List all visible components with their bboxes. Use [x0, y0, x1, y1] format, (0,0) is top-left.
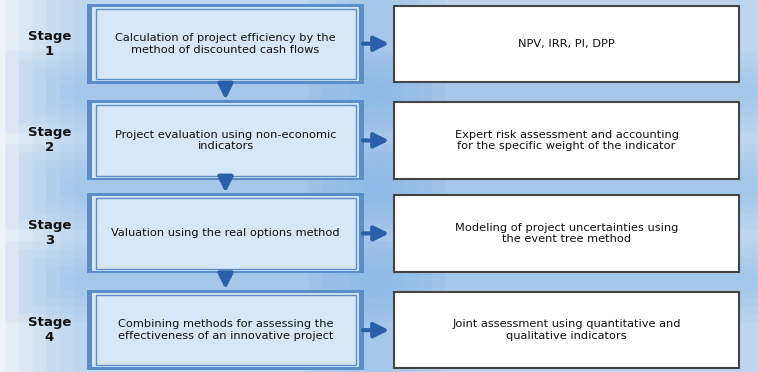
- FancyBboxPatch shape: [74, 92, 377, 189]
- FancyBboxPatch shape: [33, 161, 418, 306]
- FancyBboxPatch shape: [46, 76, 405, 205]
- FancyBboxPatch shape: [363, 0, 758, 100]
- FancyBboxPatch shape: [60, 84, 391, 197]
- FancyBboxPatch shape: [60, 0, 391, 100]
- Text: Combining methods for assessing the
effectiveness of an innovative project: Combining methods for assessing the effe…: [117, 319, 334, 341]
- FancyBboxPatch shape: [74, 185, 377, 282]
- Bar: [91, 102, 360, 179]
- FancyBboxPatch shape: [19, 0, 432, 125]
- Bar: [87, 4, 364, 84]
- FancyBboxPatch shape: [33, 257, 418, 372]
- FancyBboxPatch shape: [46, 169, 405, 298]
- Bar: [96, 198, 356, 269]
- FancyBboxPatch shape: [377, 92, 756, 189]
- Bar: [96, 295, 356, 365]
- FancyBboxPatch shape: [363, 274, 758, 372]
- FancyBboxPatch shape: [322, 0, 758, 125]
- FancyBboxPatch shape: [46, 266, 405, 372]
- Bar: [394, 195, 739, 272]
- FancyBboxPatch shape: [5, 0, 446, 133]
- FancyBboxPatch shape: [336, 257, 758, 372]
- FancyBboxPatch shape: [33, 0, 418, 116]
- FancyBboxPatch shape: [309, 51, 758, 230]
- Text: Expert risk assessment and accounting
for the specific weight of the indicator: Expert risk assessment and accounting fo…: [455, 129, 678, 151]
- FancyBboxPatch shape: [309, 241, 758, 372]
- Bar: [394, 292, 739, 368]
- FancyBboxPatch shape: [349, 169, 758, 298]
- Text: Stage
4: Stage 4: [27, 316, 71, 344]
- FancyBboxPatch shape: [322, 153, 758, 314]
- FancyBboxPatch shape: [349, 76, 758, 205]
- Bar: [91, 195, 360, 272]
- FancyBboxPatch shape: [336, 68, 758, 213]
- Bar: [96, 9, 356, 79]
- Text: Stage
1: Stage 1: [27, 30, 71, 58]
- FancyBboxPatch shape: [74, 0, 377, 92]
- Bar: [91, 6, 360, 82]
- FancyBboxPatch shape: [74, 282, 377, 372]
- Bar: [394, 6, 739, 82]
- Text: Project evaluation using non-economic
indicators: Project evaluation using non-economic in…: [114, 129, 337, 151]
- Text: Valuation using the real options method: Valuation using the real options method: [111, 228, 340, 238]
- Bar: [96, 105, 356, 176]
- FancyBboxPatch shape: [60, 177, 391, 290]
- FancyBboxPatch shape: [19, 153, 432, 314]
- FancyBboxPatch shape: [5, 51, 446, 230]
- Bar: [87, 193, 364, 273]
- Text: Calculation of project efficiency by the
method of discounted cash flows: Calculation of project efficiency by the…: [115, 33, 336, 55]
- Bar: [91, 292, 360, 368]
- FancyBboxPatch shape: [377, 282, 756, 372]
- Bar: [87, 100, 364, 180]
- FancyBboxPatch shape: [349, 0, 758, 108]
- Text: Joint assessment using quantitative and
qualitative indicators: Joint assessment using quantitative and …: [453, 319, 681, 341]
- FancyBboxPatch shape: [336, 0, 758, 116]
- FancyBboxPatch shape: [322, 249, 758, 372]
- FancyBboxPatch shape: [363, 84, 758, 197]
- FancyBboxPatch shape: [363, 177, 758, 290]
- FancyBboxPatch shape: [19, 249, 432, 372]
- FancyBboxPatch shape: [19, 60, 432, 221]
- FancyBboxPatch shape: [322, 60, 758, 221]
- Bar: [87, 290, 364, 370]
- Text: Stage
3: Stage 3: [27, 219, 71, 247]
- FancyBboxPatch shape: [336, 161, 758, 306]
- FancyBboxPatch shape: [5, 144, 446, 323]
- FancyBboxPatch shape: [33, 68, 418, 213]
- FancyBboxPatch shape: [309, 144, 758, 323]
- FancyBboxPatch shape: [349, 266, 758, 372]
- Text: Stage
2: Stage 2: [27, 126, 71, 154]
- FancyBboxPatch shape: [5, 241, 446, 372]
- FancyBboxPatch shape: [60, 274, 391, 372]
- FancyBboxPatch shape: [377, 185, 756, 282]
- Bar: [394, 102, 739, 179]
- FancyBboxPatch shape: [46, 0, 405, 108]
- FancyBboxPatch shape: [309, 0, 758, 133]
- Text: NPV, IRR, PI, DPP: NPV, IRR, PI, DPP: [518, 39, 615, 49]
- FancyBboxPatch shape: [377, 0, 756, 92]
- Text: Modeling of project uncertainties using
the event tree method: Modeling of project uncertainties using …: [455, 222, 678, 244]
